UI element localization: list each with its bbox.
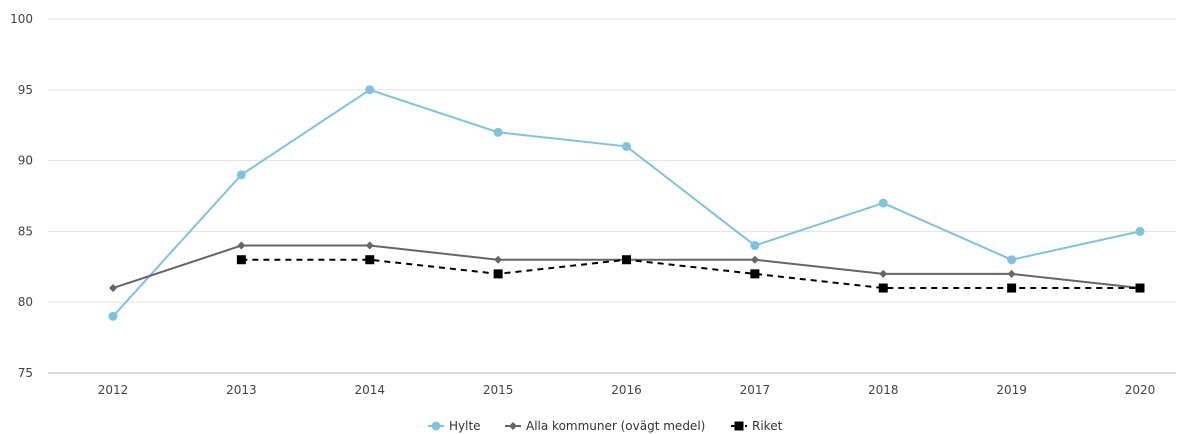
legend-marker — [734, 421, 744, 431]
data-point — [879, 269, 888, 278]
data-point — [750, 241, 760, 251]
data-point — [237, 241, 246, 250]
y-tick-label: 95 — [18, 83, 33, 97]
data-point — [750, 255, 759, 264]
series-line — [112, 244, 1141, 290]
x-tick-label: 2014 — [354, 383, 385, 397]
y-tick-label: 90 — [18, 154, 33, 168]
y-tick-label: 100 — [10, 12, 33, 26]
series-line — [112, 88, 1141, 318]
legend-item[interactable]: Riket — [731, 419, 783, 433]
series-group — [108, 85, 1145, 321]
x-tick-label: 2017 — [740, 383, 771, 397]
data-point — [236, 170, 246, 180]
x-tick-label: 2019 — [996, 383, 1027, 397]
data-point — [622, 255, 631, 265]
legend-item[interactable]: Hylte — [428, 419, 481, 433]
x-tick-label: 2012 — [98, 383, 129, 397]
legend[interactable]: Hylte Alla kommuner (ovägt medel) Riket — [428, 419, 783, 433]
data-point — [878, 283, 888, 293]
legend-label: Hylte — [449, 419, 481, 433]
data-point — [365, 255, 375, 265]
x-axis: 2012 2013 2014 2015 2016 2017 2018 2019 2020 — [98, 383, 1156, 397]
data-point — [365, 241, 374, 250]
data-point — [1135, 226, 1145, 236]
legend-marker — [431, 421, 441, 431]
series-line — [241, 258, 1140, 290]
gridlines — [48, 18, 1176, 374]
x-tick-label: 2020 — [1125, 383, 1156, 397]
data-point — [493, 269, 503, 279]
data-point — [493, 127, 503, 137]
y-tick-label: 75 — [18, 366, 33, 380]
data-point — [494, 255, 503, 264]
legend-marker — [509, 422, 517, 430]
data-point — [365, 85, 375, 95]
data-point — [750, 269, 760, 279]
data-point — [1007, 283, 1017, 293]
series-2 — [236, 255, 1145, 293]
data-point — [109, 284, 117, 293]
legend-label: Alla kommuner (ovägt medel) — [526, 419, 705, 433]
data-point — [1135, 283, 1145, 293]
x-tick-label: 2018 — [868, 383, 899, 397]
y-axis: 75 80 85 90 95 100 — [10, 12, 33, 380]
data-point — [1007, 255, 1017, 265]
x-tick-label: 2016 — [611, 383, 642, 397]
data-point — [236, 255, 246, 265]
legend-item[interactable]: Alla kommuner (ovägt medel) — [505, 419, 705, 433]
legend-label: Riket — [752, 419, 783, 433]
x-tick-label: 2013 — [226, 383, 257, 397]
data-point — [878, 198, 888, 208]
data-point — [622, 141, 631, 151]
data-point — [108, 311, 118, 321]
data-point — [1007, 269, 1016, 278]
series-0 — [108, 85, 1145, 321]
y-tick-label: 85 — [18, 224, 33, 238]
y-tick-label: 80 — [18, 295, 33, 309]
x-tick-label: 2015 — [483, 383, 514, 397]
